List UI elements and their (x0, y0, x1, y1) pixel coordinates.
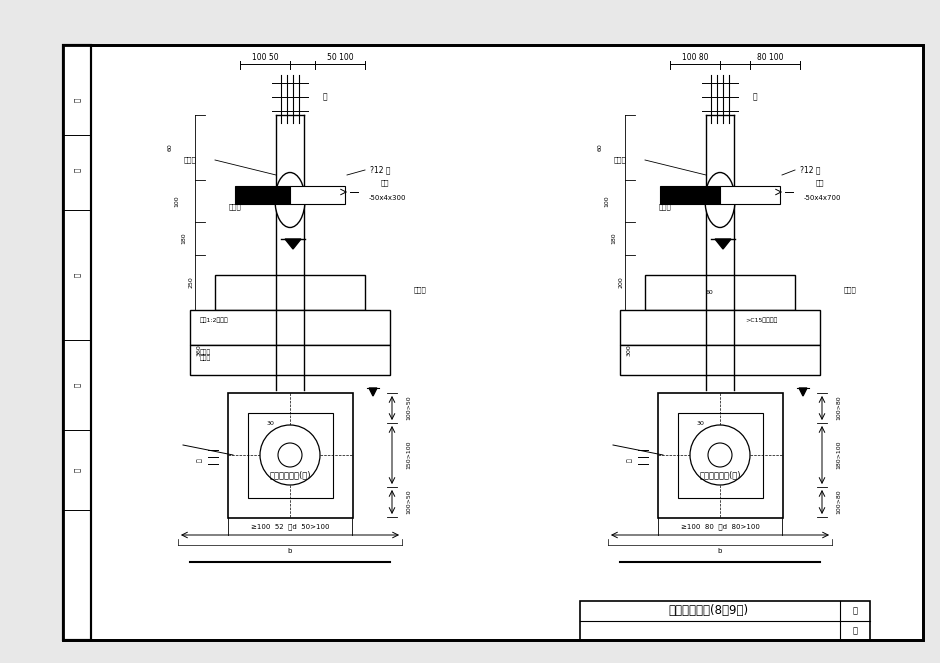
Bar (620, 310, 820, 345)
Circle shape (260, 425, 320, 485)
Bar (580, 601, 870, 640)
Text: 100>80: 100>80 (837, 490, 841, 514)
Text: 挤密1:2石灰桩: 挤密1:2石灰桩 (200, 317, 228, 323)
Bar (63, 45, 91, 640)
Text: 拉结线: 拉结线 (414, 286, 427, 293)
Text: ≥100  80  柱d  80>100: ≥100 80 柱d 80>100 (681, 524, 760, 530)
Text: 拉结筋: 拉结筋 (183, 156, 196, 163)
Text: 一: 一 (73, 98, 80, 102)
Text: 二: 二 (73, 168, 80, 172)
Bar (658, 393, 783, 518)
Bar (248, 413, 333, 498)
Bar (228, 393, 353, 518)
Ellipse shape (705, 172, 735, 227)
Text: ?12 螺: ?12 螺 (369, 166, 390, 174)
Text: 100 50: 100 50 (252, 52, 278, 62)
Text: 木柱基础详图(8～9度): 木柱基础详图(8～9度) (668, 605, 748, 617)
Text: 180: 180 (612, 232, 617, 244)
Text: 60: 60 (598, 143, 603, 151)
Text: 桩: 桩 (322, 93, 327, 101)
Text: 木柱基础俯图(一): 木柱基础俯图(一) (269, 471, 311, 479)
Circle shape (708, 443, 732, 467)
Bar (645, 275, 795, 310)
Text: 钢板: 钢板 (381, 180, 389, 186)
Text: b: b (288, 548, 292, 554)
Text: 100 80: 100 80 (682, 52, 708, 62)
Text: 30: 30 (266, 420, 274, 426)
Bar (190, 345, 390, 375)
Text: 300: 300 (626, 344, 632, 356)
Text: 木柱基础俯图(二): 木柱基础俯图(二) (699, 471, 741, 479)
Text: >C15混凝土制: >C15混凝土制 (745, 317, 777, 323)
Text: 钢板: 钢板 (816, 180, 824, 186)
Text: 三: 三 (73, 273, 80, 277)
Bar (190, 310, 390, 345)
Text: ?12 螺: ?12 螺 (800, 166, 821, 174)
Text: 200: 200 (619, 276, 623, 288)
Text: 五机础: 五机础 (228, 204, 242, 210)
Text: 100>50: 100>50 (406, 396, 412, 420)
Circle shape (690, 425, 750, 485)
Text: 五: 五 (73, 468, 80, 472)
Text: 80 100: 80 100 (757, 52, 783, 62)
Bar (620, 345, 820, 375)
Text: 钢: 钢 (197, 458, 203, 462)
Bar (678, 413, 763, 498)
Polygon shape (369, 388, 377, 396)
Text: 60: 60 (167, 143, 173, 151)
Polygon shape (799, 388, 807, 396)
Text: 五机础: 五机础 (659, 204, 671, 210)
Text: 桩: 桩 (753, 93, 758, 101)
Text: 180: 180 (181, 232, 186, 244)
Text: 30: 30 (696, 420, 704, 426)
Bar (290, 186, 345, 204)
Bar (63, 45, 923, 640)
Text: 100: 100 (604, 195, 609, 207)
Text: 180>100: 180>100 (837, 441, 841, 469)
Text: 60: 60 (706, 290, 713, 294)
Text: 100: 100 (175, 195, 180, 207)
Ellipse shape (275, 172, 305, 227)
Text: 360: 360 (196, 344, 201, 356)
Bar (720, 186, 780, 204)
Text: 张: 张 (853, 607, 857, 615)
Text: 250: 250 (189, 276, 194, 288)
Text: 四: 四 (73, 383, 80, 387)
Bar (660, 186, 720, 204)
Text: -50x4x700: -50x4x700 (804, 195, 840, 201)
Text: 张: 张 (853, 627, 857, 636)
Circle shape (278, 443, 302, 467)
Bar (235, 186, 290, 204)
Text: 拉结筋: 拉结筋 (614, 156, 626, 163)
Text: 150>100: 150>100 (406, 441, 412, 469)
Text: -50x4x300: -50x4x300 (368, 195, 406, 201)
Polygon shape (715, 239, 731, 249)
Polygon shape (285, 239, 301, 249)
Text: 原地围
材料制: 原地围 材料制 (200, 349, 212, 361)
Text: 拉结线: 拉结线 (843, 286, 856, 293)
Text: 50 100: 50 100 (327, 52, 353, 62)
Text: b: b (718, 548, 722, 554)
Bar (63, 45, 923, 640)
Bar (63, 45, 91, 640)
Text: 钢: 钢 (627, 458, 633, 462)
Text: 100>80: 100>80 (837, 396, 841, 420)
Bar (215, 275, 365, 310)
Text: ≥100  52  柱d  50>100: ≥100 52 柱d 50>100 (251, 524, 329, 530)
Text: 100>50: 100>50 (406, 490, 412, 514)
